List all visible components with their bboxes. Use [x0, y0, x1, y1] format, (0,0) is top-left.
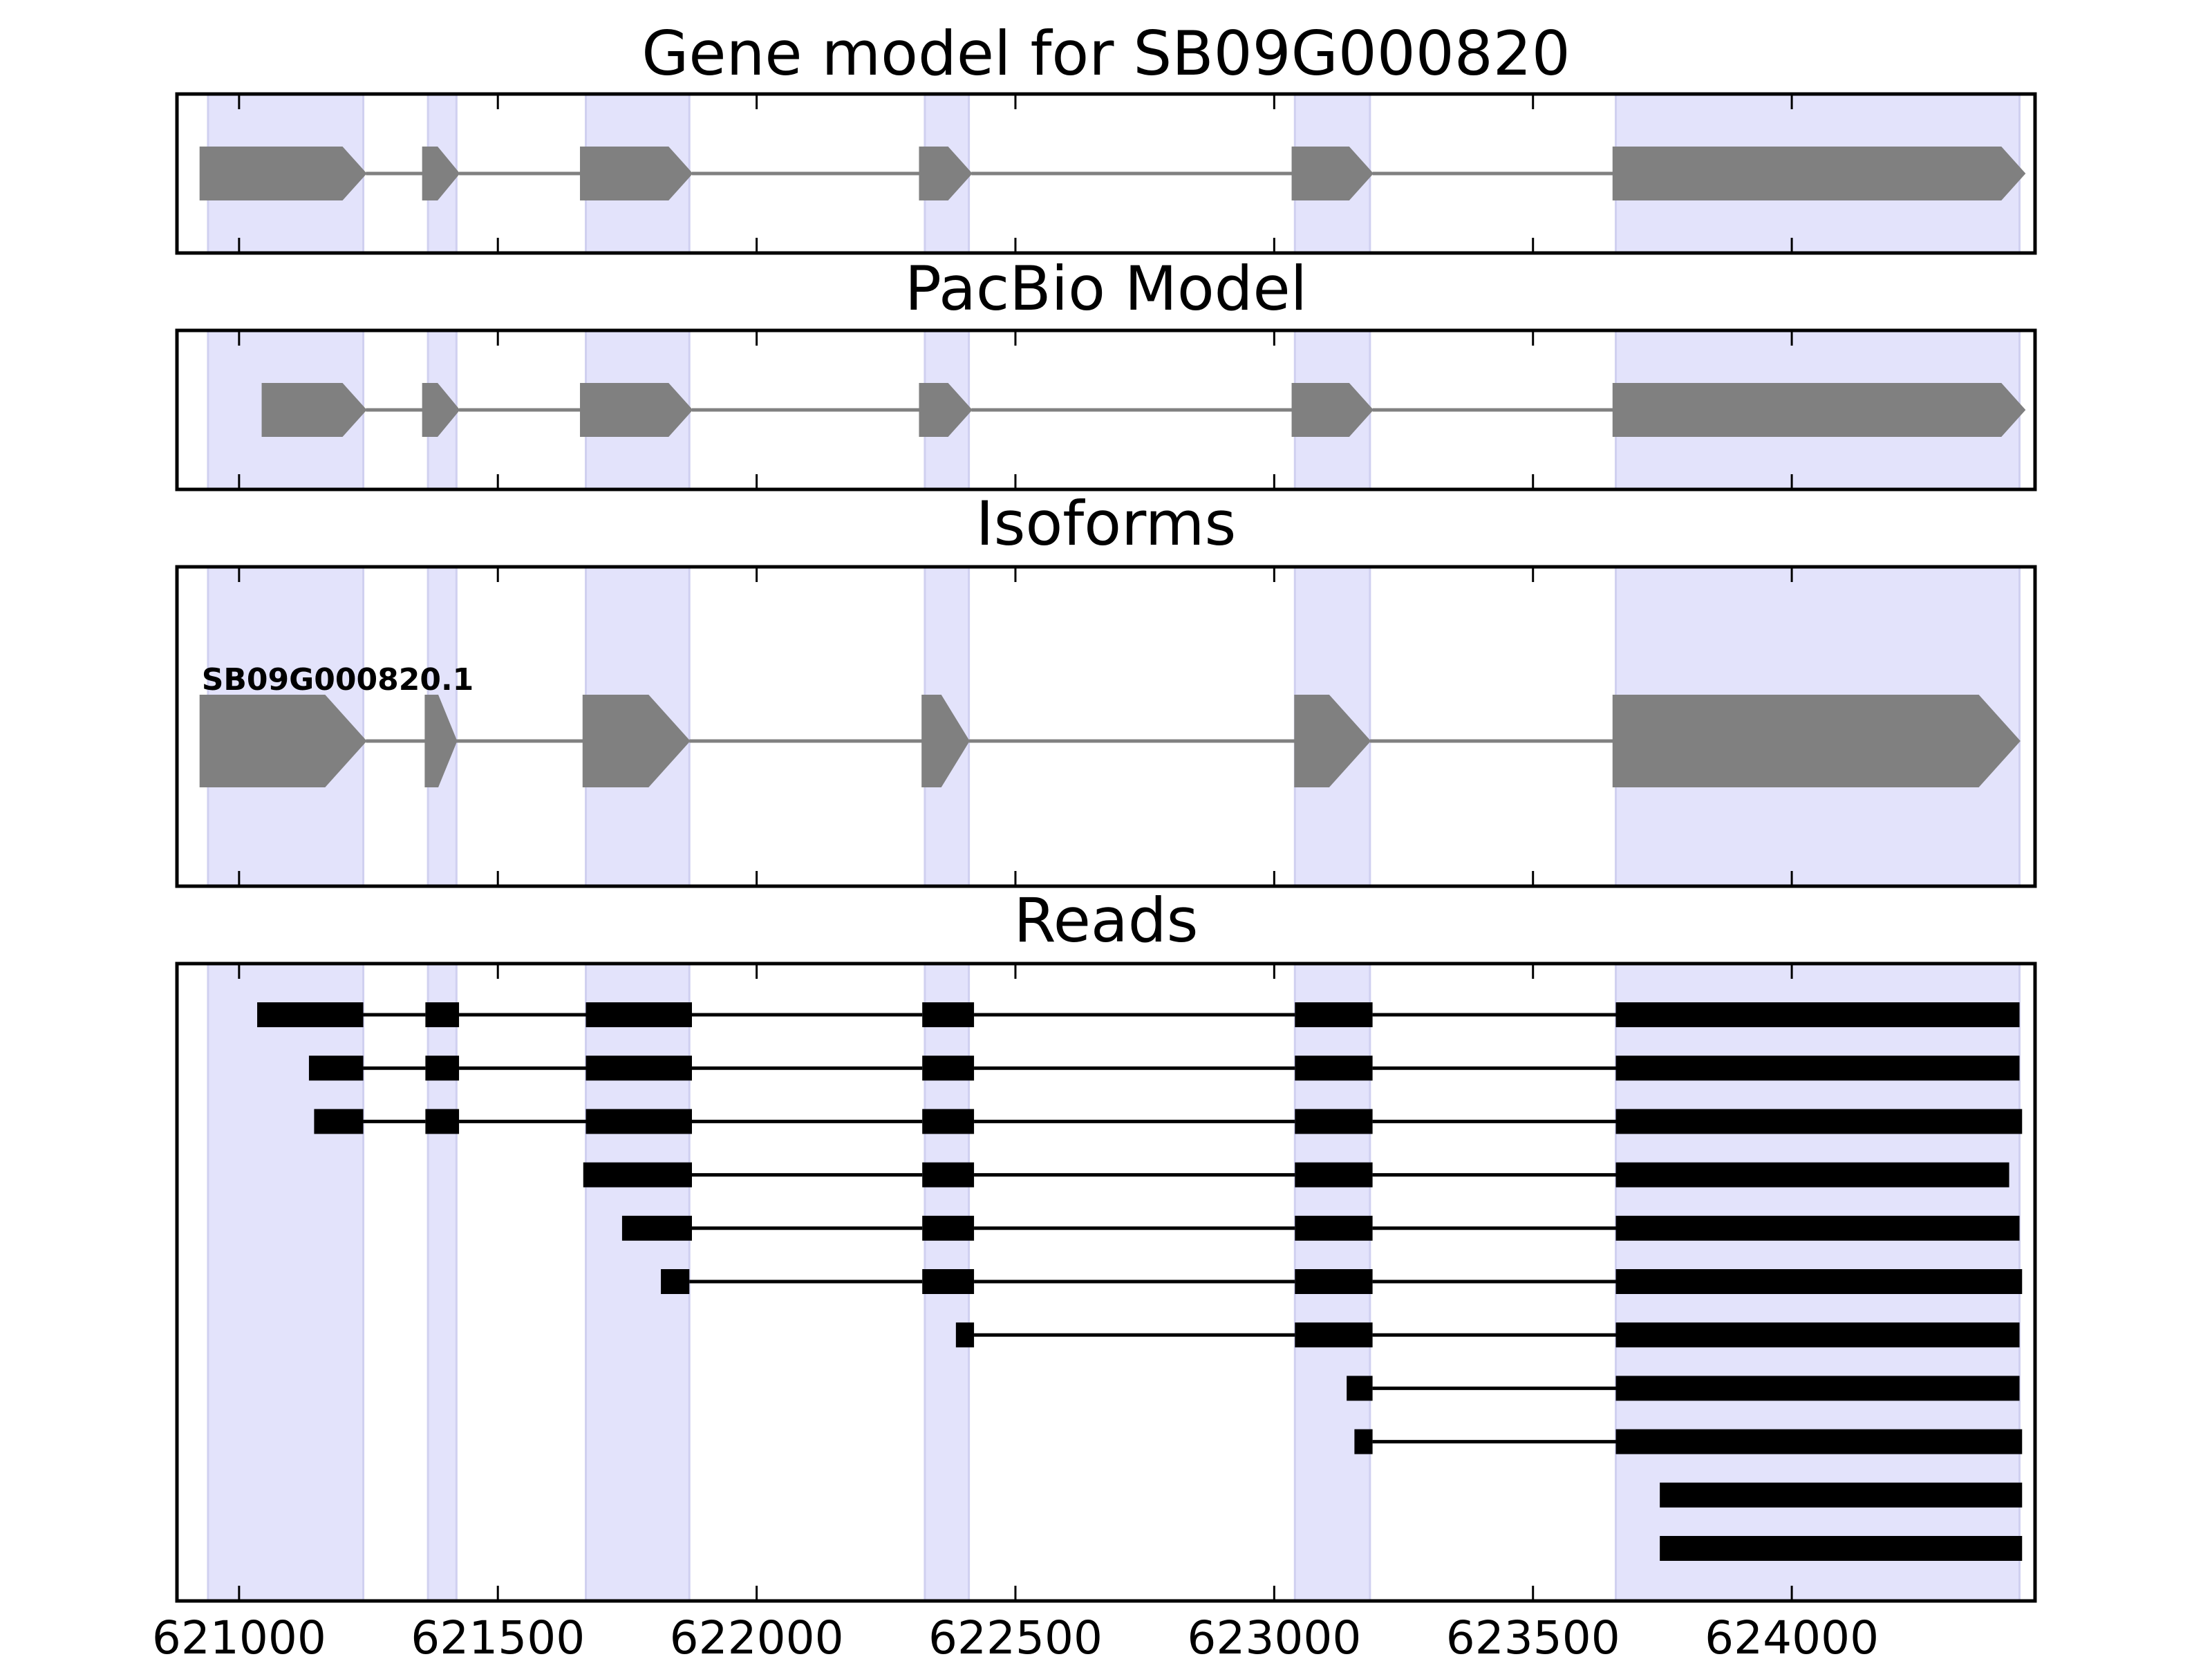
exon-arrow: [582, 695, 691, 787]
read-1: [257, 1002, 2020, 1027]
x-axis: 621000 621500 622000 622500 623000 623500 6240…: [152, 1611, 1879, 1659]
read-block: [1295, 1056, 1373, 1081]
read-9: [1354, 1429, 2023, 1454]
read-block: [308, 1056, 364, 1081]
read-block: [922, 1056, 975, 1081]
exon-arrow: [580, 383, 693, 437]
read-block: [1295, 1269, 1373, 1294]
exon-arrow: [919, 383, 973, 437]
read-block: [1354, 1429, 1373, 1454]
read-block: [585, 1109, 693, 1134]
x-tick-label: 623500: [1446, 1611, 1620, 1659]
panel-frame: [175, 565, 2037, 888]
read-block: [1295, 1215, 1373, 1241]
read-block: [1660, 1536, 2023, 1561]
panel-title: Isoforms: [976, 488, 1237, 559]
exon-arrow: [919, 147, 973, 200]
read-block: [661, 1269, 690, 1294]
read-11: [1660, 1536, 2023, 1561]
read-block: [1615, 1269, 2023, 1294]
read-block: [922, 1269, 975, 1294]
x-tick-label: 621000: [152, 1611, 326, 1659]
exon-arrow: [422, 147, 460, 200]
read-8: [1347, 1376, 2020, 1401]
reads-panel: Reads: [175, 885, 2037, 1603]
read-block: [425, 1002, 460, 1027]
read-10: [1660, 1482, 2023, 1508]
read-block: [1295, 1109, 1373, 1134]
read-block: [257, 1002, 364, 1027]
read-block: [1615, 1056, 2020, 1081]
read-block: [425, 1056, 460, 1081]
exon-arrow: [1612, 383, 2026, 437]
read-4: [583, 1162, 2009, 1188]
read-block: [1615, 1002, 2020, 1027]
read-block: [583, 1162, 693, 1188]
exon-arrow: [422, 383, 460, 437]
read-block: [1295, 1002, 1373, 1027]
read-block: [621, 1215, 693, 1241]
read-block: [425, 1109, 460, 1134]
x-tick-label: 622000: [670, 1611, 844, 1659]
read-block: [922, 1215, 975, 1241]
read-block: [1615, 1376, 2020, 1401]
read-block: [585, 1056, 693, 1081]
x-tick-label: 622500: [928, 1611, 1103, 1659]
read-block: [1615, 1215, 2020, 1241]
exon-arrow: [199, 695, 367, 787]
exon-arrow: [1612, 147, 2026, 200]
exon-arrow: [1291, 147, 1374, 200]
exon-arrow: [1294, 695, 1371, 787]
read-block: [922, 1109, 975, 1134]
read-block: [1615, 1109, 2023, 1134]
x-tick-label: 623000: [1187, 1611, 1361, 1659]
exon-arrow: [921, 695, 970, 787]
read-block: [922, 1162, 975, 1188]
isoforms-panel: Isoforms SB09G000820.1: [175, 488, 2037, 888]
panel-frame: [175, 92, 2037, 255]
exon-arrow: [580, 147, 693, 200]
read-5: [621, 1215, 2020, 1241]
x-tick-label: 621500: [411, 1611, 585, 1659]
read-2: [308, 1056, 2020, 1081]
read-block: [314, 1109, 364, 1134]
read-block: [1615, 1322, 2020, 1348]
exon-arrow: [199, 147, 367, 200]
exon-arrow: [1612, 695, 2021, 787]
read-block: [922, 1002, 975, 1027]
x-tick-label: 624000: [1705, 1611, 1879, 1659]
read-block: [1660, 1482, 2023, 1508]
read-6: [661, 1269, 2023, 1294]
read-block: [1615, 1162, 2009, 1188]
read-7: [955, 1322, 2020, 1348]
read-block: [1295, 1322, 1373, 1348]
gene-model-panel: Gene model for SB09G000820: [175, 18, 2037, 255]
exon-arrow: [261, 383, 367, 437]
exon-arrow: [424, 695, 458, 787]
isoform-label: SB09G000820.1: [202, 662, 474, 697]
read-3: [314, 1109, 2023, 1134]
exon-arrow: [1291, 383, 1374, 437]
read-block: [1615, 1429, 2023, 1454]
pacbio-model-panel: PacBio Model: [175, 253, 2037, 491]
panel-title: PacBio Model: [905, 253, 1307, 324]
panel-title: Reads: [1014, 885, 1199, 956]
panel-frame: [175, 962, 2037, 1603]
panel-frame: [175, 328, 2037, 491]
read-block: [1347, 1376, 1373, 1401]
panel-title: Gene model for SB09G000820: [641, 18, 1571, 89]
read-block: [955, 1322, 975, 1348]
read-block: [585, 1002, 693, 1027]
read-block: [1295, 1162, 1373, 1188]
